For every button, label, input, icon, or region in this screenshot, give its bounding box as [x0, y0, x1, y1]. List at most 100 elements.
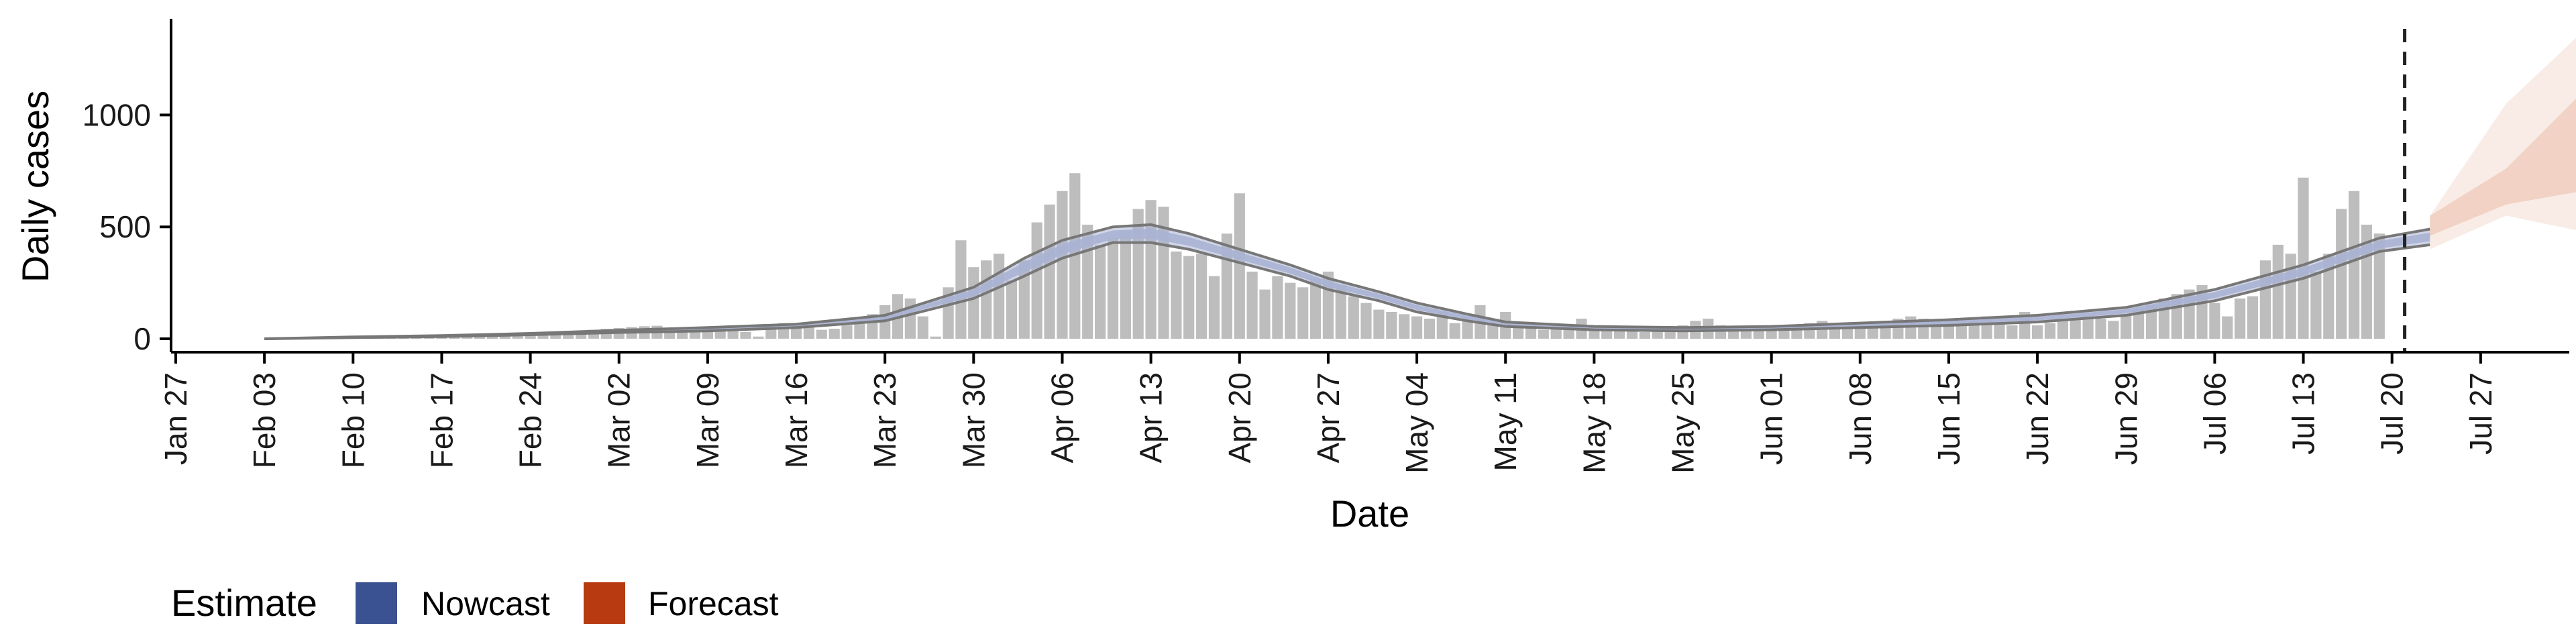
- x-tick-label: Mar 16: [779, 372, 814, 468]
- x-tick-label: Feb 10: [335, 372, 370, 468]
- forecast-band-outer: [2430, 38, 2576, 250]
- nowcast-lower-line: [264, 241, 2430, 340]
- bar: [904, 298, 916, 339]
- bar: [854, 321, 865, 339]
- bar: [2057, 321, 2068, 339]
- x-tick-label: Mar 23: [867, 372, 902, 468]
- x-tick-label: Mar 30: [956, 372, 991, 468]
- bar: [955, 240, 967, 339]
- y-tick-label: 0: [133, 321, 151, 356]
- bar: [1348, 296, 1359, 339]
- y-axis-ticks: 0 500 1000: [83, 97, 171, 356]
- bar: [1424, 319, 1435, 339]
- bar: [1272, 276, 1283, 339]
- x-tick-label: Jun 22: [2020, 372, 2055, 465]
- x-tick-label: May 18: [1576, 372, 1611, 474]
- bar: [2044, 323, 2056, 339]
- bar: [1955, 325, 1967, 339]
- bar: [2323, 254, 2334, 339]
- bar: [765, 327, 777, 339]
- bar: [2121, 314, 2132, 339]
- bar: [1044, 204, 1055, 339]
- bar: [1246, 271, 1258, 339]
- bar: [1525, 327, 1537, 339]
- bar: [1234, 193, 1245, 339]
- bar: [2349, 191, 2360, 339]
- bar: [2145, 305, 2157, 339]
- x-tick-label: Mar 09: [690, 372, 725, 468]
- bar: [1386, 312, 1397, 339]
- bar: [803, 327, 814, 339]
- x-tick-label: Apr 27: [1311, 372, 1346, 464]
- bar: [1171, 251, 1182, 339]
- x-tick-label: Feb 03: [247, 372, 282, 468]
- bar: [2133, 309, 2145, 339]
- bar: [1069, 173, 1081, 339]
- bar: [1538, 329, 1549, 339]
- x-tick-label: Apr 13: [1134, 372, 1169, 464]
- x-tick-label: Jul 06: [2197, 372, 2232, 455]
- forecast-layer: [2430, 38, 2576, 250]
- bar: [1740, 329, 1752, 339]
- bar: [1057, 191, 1068, 339]
- x-tick-label: Jul 20: [2375, 372, 2410, 455]
- bar: [1335, 284, 1346, 339]
- bar: [1614, 329, 1625, 339]
- bar: [2222, 316, 2233, 339]
- bar: [1006, 280, 1018, 339]
- bar: [2272, 244, 2284, 339]
- bar: [2070, 319, 2081, 339]
- bar: [1107, 237, 1119, 339]
- x-tick-label: May 25: [1666, 372, 1701, 474]
- legend-label-forecast: Forecast: [648, 585, 779, 623]
- bar: [1943, 323, 1954, 339]
- bar: [1436, 312, 1448, 339]
- x-tick-label: Apr 06: [1045, 372, 1080, 464]
- bar: [1513, 325, 1524, 339]
- x-tick-label: Jun 01: [1754, 372, 1789, 465]
- bar: [1309, 278, 1322, 339]
- x-tick-label: Feb 17: [424, 372, 459, 468]
- forecast-band-inner: [2430, 99, 2576, 236]
- bar: [1285, 282, 1296, 339]
- x-tick-label: Jun 08: [1843, 372, 1878, 465]
- x-axis-title: Date: [1330, 492, 1409, 535]
- bar: [2310, 271, 2322, 339]
- bar: [1994, 323, 2005, 339]
- x-tick-label: Feb 24: [513, 372, 548, 468]
- bar: [1639, 332, 1650, 339]
- bar: [981, 260, 992, 339]
- bar: [1259, 289, 1271, 339]
- x-tick-label: Jan 27: [158, 372, 193, 465]
- bar: [2235, 298, 2246, 339]
- bar: [816, 329, 827, 339]
- legend-title: Estimate: [171, 582, 317, 624]
- bar: [1082, 224, 1093, 339]
- bar: [2247, 296, 2259, 339]
- nowcast-layer: [264, 223, 2430, 340]
- bar: [2209, 303, 2220, 339]
- bar: [1095, 244, 1106, 339]
- bar: [2298, 177, 2309, 339]
- x-tick-label: Mar 02: [602, 372, 637, 468]
- bar: [1360, 303, 1372, 339]
- bar: [1449, 323, 1460, 339]
- nowcast-upper-line: [264, 223, 2430, 340]
- bar: [1183, 256, 1195, 339]
- bar: [1145, 200, 1157, 339]
- bar: [841, 325, 853, 339]
- bar: [1297, 287, 1309, 339]
- bar: [2373, 233, 2385, 339]
- bar: [994, 254, 1005, 339]
- x-tick-label: Jun 15: [1931, 372, 1966, 465]
- bar: [2082, 316, 2094, 339]
- bar: [1487, 325, 1499, 339]
- bar: [1841, 327, 1853, 339]
- bar: [2108, 321, 2119, 339]
- x-tick-label: May 11: [1488, 372, 1523, 471]
- bar: [930, 336, 941, 339]
- x-tick-label: Jul 27: [2463, 372, 2498, 455]
- bar: [1652, 329, 1663, 339]
- bar: [1031, 222, 1042, 339]
